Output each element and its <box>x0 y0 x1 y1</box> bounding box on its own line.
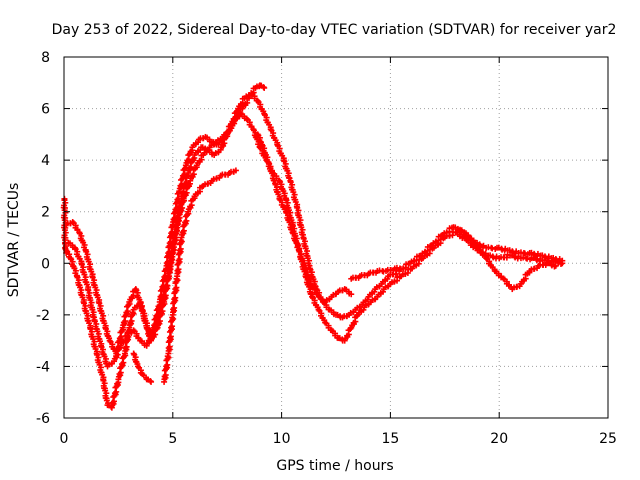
x-tick-label: 20 <box>490 431 508 447</box>
data-point-interp <box>299 231 306 238</box>
data-point-interp <box>160 282 167 289</box>
data-point-interp <box>123 343 130 350</box>
y-axis-label: SDTVAR / TECUs <box>6 183 22 298</box>
y-tick-label: -4 <box>36 359 50 375</box>
y-tick-label: -6 <box>36 411 50 427</box>
data-point-interp <box>169 228 176 235</box>
data-point-interp <box>288 226 295 233</box>
data-point-interp <box>164 258 171 265</box>
data-point-interp <box>162 272 169 279</box>
data-point <box>69 219 76 226</box>
data-point-interp <box>173 205 180 212</box>
data-point <box>348 291 355 298</box>
x-axis-label: GPS time / hours <box>276 458 393 474</box>
data-point-interp <box>164 361 171 368</box>
data-point <box>232 167 239 174</box>
data-point <box>552 262 559 269</box>
data-point-interp <box>167 238 174 245</box>
x-tick-label: 15 <box>381 431 399 447</box>
data-point-interp <box>177 245 184 252</box>
data-point-interp <box>173 227 180 234</box>
data-point-interp <box>167 333 174 340</box>
data-point-interp <box>171 304 178 311</box>
data-point <box>130 327 137 334</box>
data-point <box>243 115 250 122</box>
x-tick-label: 0 <box>60 431 69 447</box>
data-point-interp <box>162 371 169 378</box>
data-point-interp <box>103 360 110 367</box>
grid <box>64 57 608 418</box>
data-point-interp <box>166 343 173 350</box>
data-point-interp <box>175 266 182 273</box>
data-point-interp <box>307 290 314 297</box>
y-tick-label: 6 <box>41 102 50 118</box>
data-point <box>483 255 490 262</box>
data-point-interp <box>172 294 179 301</box>
y-tick-label: 8 <box>41 50 50 66</box>
data-point-interp <box>137 303 144 310</box>
x-tick-label: 10 <box>273 431 291 447</box>
data-point <box>309 283 316 290</box>
data-point <box>400 265 407 272</box>
data-point-interp <box>90 313 97 320</box>
x-tick-label: 5 <box>168 431 177 447</box>
y-tick-label: 0 <box>41 256 50 272</box>
data-points <box>60 82 566 411</box>
x-tick-label: 25 <box>599 431 617 447</box>
data-point <box>559 257 566 264</box>
data-point <box>148 378 155 385</box>
chart-title: Day 253 of 2022, Sidereal Day-to-day VTE… <box>52 22 617 38</box>
data-point-interp <box>270 177 277 184</box>
y-tick-label: 2 <box>41 205 50 221</box>
data-point-interp <box>176 256 183 263</box>
axis-ticks: 0 5 10 15 20 25 -6 -4 -2 0 2 4 6 8 <box>36 50 617 447</box>
y-tick-label: -2 <box>36 308 50 324</box>
data-point-interp <box>158 292 165 299</box>
data-point-interp <box>168 256 175 263</box>
data-point-interp <box>285 174 292 181</box>
data-point-interp <box>170 247 177 254</box>
data-point-interp <box>173 284 180 291</box>
data-point-interp <box>166 248 173 255</box>
data-point-interp <box>175 195 182 202</box>
y-tick-label: 4 <box>41 153 50 169</box>
data-point-interp <box>169 323 176 330</box>
data-point-interp <box>171 214 178 221</box>
data-point <box>261 84 268 91</box>
plot-frame <box>63 56 609 419</box>
